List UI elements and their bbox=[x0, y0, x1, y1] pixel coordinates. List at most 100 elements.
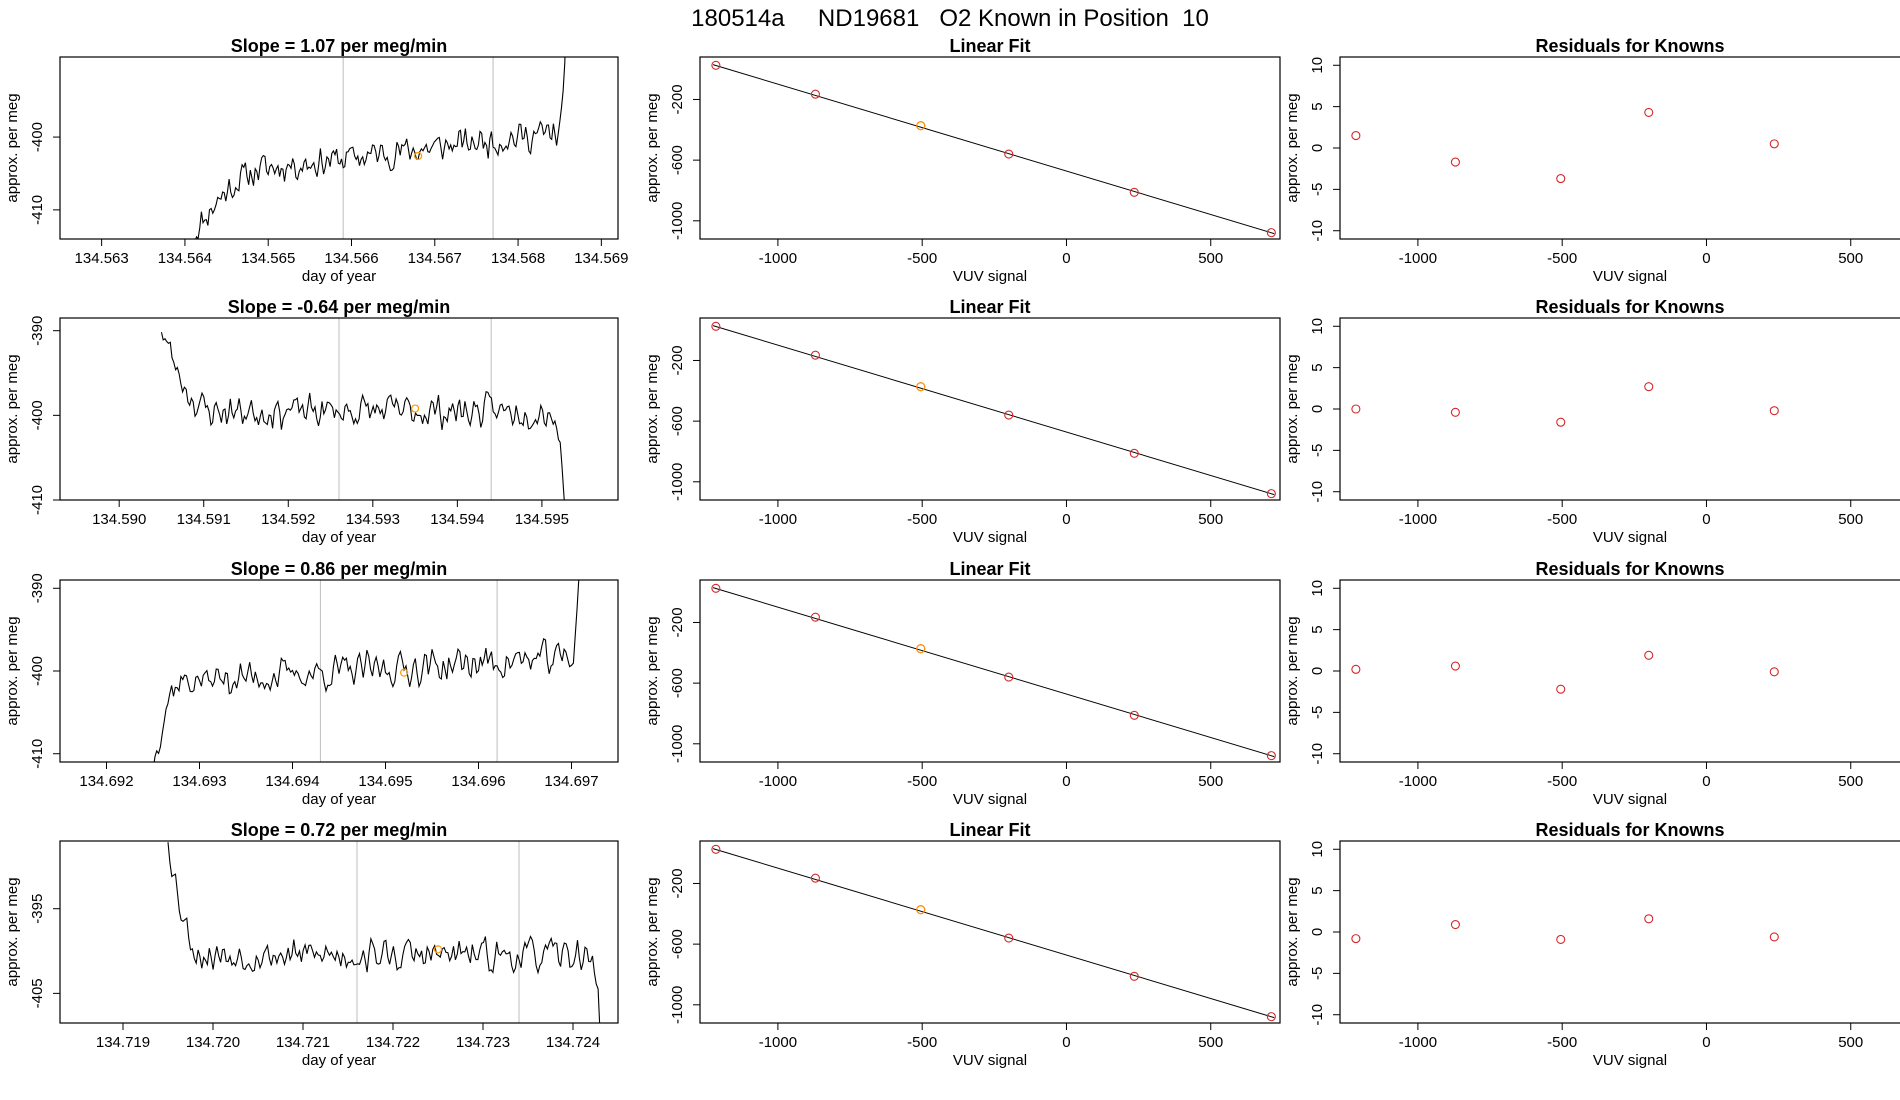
x-tick-label: -1000 bbox=[1399, 511, 1437, 528]
plot-frame bbox=[1339, 579, 1900, 763]
panel-title: Linear Fit bbox=[949, 297, 1030, 317]
data-point bbox=[1769, 406, 1779, 416]
x-tick-label: 134.719 bbox=[96, 1034, 150, 1051]
y-tick-label: 0 bbox=[1309, 405, 1326, 413]
x-tick-label: 134.591 bbox=[177, 511, 231, 528]
panel-title: Residuals for Knowns bbox=[1535, 297, 1724, 317]
y-tick-label: 0 bbox=[1309, 144, 1326, 152]
y-tick-label: 10 bbox=[1309, 841, 1326, 858]
y-tick-label: -390 bbox=[29, 316, 46, 346]
data-point bbox=[1129, 187, 1139, 197]
y-tick-label: -10 bbox=[1309, 1004, 1326, 1026]
x-axis-label: VUV signal bbox=[1593, 791, 1667, 808]
x-tick-label: 134.722 bbox=[366, 1034, 420, 1051]
x-tick-label: 500 bbox=[1838, 1034, 1863, 1051]
x-tick-label: -1000 bbox=[759, 511, 797, 528]
y-tick-label: -600 bbox=[669, 929, 686, 959]
x-tick-label: 134.693 bbox=[172, 773, 226, 790]
x-axis-label: VUV signal bbox=[1593, 529, 1667, 546]
plot-frame bbox=[1339, 56, 1900, 240]
panel-residuals-3: Residuals for Knowns -1000 -500 0 500 VUV sig… bbox=[1284, 559, 1900, 808]
data-point bbox=[1129, 448, 1139, 458]
y-tick-label: 10 bbox=[1309, 57, 1326, 74]
y-tick-label: 10 bbox=[1309, 318, 1326, 335]
data-point bbox=[1556, 174, 1566, 184]
x-tick-label: 500 bbox=[1198, 250, 1223, 267]
y-axis-label: approx. per meg bbox=[4, 616, 21, 725]
y-tick-label: -200 bbox=[669, 84, 686, 114]
x-tick-label: 134.566 bbox=[324, 250, 378, 267]
data-point bbox=[1004, 410, 1014, 420]
x-tick-label: -1000 bbox=[1399, 1034, 1437, 1051]
time-series-line bbox=[195, 57, 566, 239]
x-tick-label: -500 bbox=[907, 773, 937, 790]
y-axis-label: approx. per meg bbox=[4, 877, 21, 986]
x-tick-label: 0 bbox=[1062, 1034, 1070, 1051]
x-axis-label: VUV signal bbox=[953, 529, 1027, 546]
x-tick-label: 134.724 bbox=[546, 1034, 600, 1051]
x-axis-label: day of year bbox=[302, 791, 376, 808]
panel-timeseries-1: Slope = 1.07 per meg/min 134.563 134.564 13… bbox=[4, 36, 628, 285]
y-tick-label: -5 bbox=[1309, 967, 1326, 980]
x-axis-label: day of year bbox=[302, 529, 376, 546]
data-point bbox=[1266, 489, 1276, 499]
data-point bbox=[1266, 1012, 1276, 1022]
x-tick-label: 0 bbox=[1062, 250, 1070, 267]
x-tick-label: 134.564 bbox=[158, 250, 212, 267]
y-tick-label: -10 bbox=[1309, 481, 1326, 503]
panel-timeseries-4: Slope = 0.72 per meg/min 134.719 134.720 13… bbox=[4, 820, 619, 1069]
data-point bbox=[1450, 407, 1460, 417]
y-axis-label: approx. per meg bbox=[644, 93, 661, 202]
panel-title: Slope = 0.86 per meg/min bbox=[231, 559, 448, 579]
data-point bbox=[1351, 404, 1361, 414]
panel-linear-fit-4: Linear Fit -1000 -500 0 500 VUV signal -1000 -6… bbox=[644, 820, 1281, 1069]
x-tick-label: -1000 bbox=[759, 250, 797, 267]
panel-linear-fit-2: Linear Fit -1000 -500 0 500 VUV signal -1000 -6… bbox=[644, 297, 1281, 546]
y-tick-label: -600 bbox=[669, 668, 686, 698]
data-point bbox=[810, 350, 820, 360]
data-point bbox=[711, 60, 721, 70]
x-axis-label: VUV signal bbox=[953, 791, 1027, 808]
panel-linear-fit-1: Linear Fit -1000 -500 0 500 VUV signal -1000 -6… bbox=[644, 36, 1281, 285]
time-series-line bbox=[167, 842, 601, 1023]
y-tick-label: -400 bbox=[29, 656, 46, 686]
y-axis-label: approx. per meg bbox=[1284, 93, 1301, 202]
y-tick-label: -10 bbox=[1309, 220, 1326, 242]
figure-title: 180514a ND19681 O2 Known in Position 10 bbox=[691, 5, 1209, 32]
x-tick-label: -500 bbox=[1547, 1034, 1577, 1051]
x-axis-label: VUV signal bbox=[953, 1052, 1027, 1069]
fit-line bbox=[712, 64, 1275, 235]
y-tick-label: -10 bbox=[1309, 743, 1326, 765]
y-tick-label: -600 bbox=[669, 406, 686, 436]
panel-title: Residuals for Knowns bbox=[1535, 820, 1724, 840]
data-point bbox=[1450, 157, 1460, 167]
data-point bbox=[1556, 417, 1566, 427]
x-tick-label: 500 bbox=[1838, 250, 1863, 267]
x-tick-label: 134.567 bbox=[408, 250, 462, 267]
y-tick-label: -5 bbox=[1309, 706, 1326, 719]
plot-frame bbox=[59, 56, 619, 240]
data-point bbox=[1644, 914, 1654, 924]
x-tick-label: 500 bbox=[1198, 511, 1223, 528]
plot-frame bbox=[1339, 317, 1900, 501]
y-tick-label: -200 bbox=[669, 345, 686, 375]
x-tick-label: 500 bbox=[1838, 773, 1863, 790]
x-tick-label: 0 bbox=[1062, 511, 1070, 528]
data-point bbox=[1266, 228, 1276, 238]
plot-frame bbox=[699, 317, 1281, 501]
sample-marker bbox=[414, 151, 423, 161]
x-tick-label: 134.593 bbox=[346, 511, 400, 528]
x-tick-label: -500 bbox=[1547, 773, 1577, 790]
panel-grid: Slope = 1.07 per meg/min 134.563 134.564 13… bbox=[4, 36, 1900, 1069]
data-point bbox=[1556, 934, 1566, 944]
plot-frame bbox=[59, 840, 619, 1024]
y-tick-label: -400 bbox=[29, 400, 46, 430]
x-tick-label: 500 bbox=[1198, 1034, 1223, 1051]
x-tick-label: 500 bbox=[1838, 511, 1863, 528]
data-point bbox=[1769, 139, 1779, 149]
panel-residuals-1: Residuals for Knowns -1000 -500 0 500 VUV sig… bbox=[1284, 36, 1900, 285]
panel-residuals-2: Residuals for Knowns -1000 -500 0 500 VUV sig… bbox=[1284, 297, 1900, 546]
x-tick-label: 134.594 bbox=[430, 511, 484, 528]
data-point bbox=[711, 583, 721, 593]
x-tick-label: -500 bbox=[1547, 250, 1577, 267]
